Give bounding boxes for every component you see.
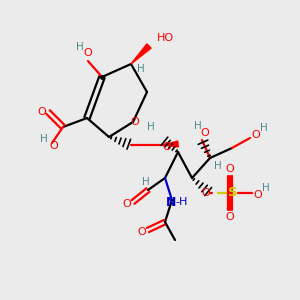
Text: O: O: [130, 117, 140, 127]
Text: H: H: [194, 121, 202, 131]
Text: H: H: [147, 122, 155, 132]
Text: O: O: [202, 188, 210, 198]
Text: H: H: [262, 183, 270, 193]
Polygon shape: [163, 141, 178, 147]
Text: O: O: [38, 107, 46, 117]
Text: H: H: [214, 161, 222, 171]
Text: H: H: [76, 42, 84, 52]
Text: H: H: [260, 123, 268, 133]
Text: S: S: [228, 187, 238, 200]
Text: H: H: [40, 134, 48, 144]
Text: H: H: [137, 64, 145, 74]
Text: O: O: [201, 128, 209, 138]
Polygon shape: [131, 44, 151, 64]
Text: O: O: [123, 199, 131, 209]
Text: N: N: [166, 196, 176, 208]
Text: O: O: [252, 130, 260, 140]
Text: H: H: [142, 177, 150, 187]
Text: O: O: [226, 164, 234, 174]
Text: HO: HO: [157, 33, 174, 43]
Text: O: O: [50, 141, 58, 151]
Text: -H: -H: [176, 197, 188, 207]
Text: O: O: [138, 227, 146, 237]
Text: O: O: [163, 142, 171, 152]
Text: O: O: [226, 212, 234, 222]
Text: O: O: [84, 48, 92, 58]
Text: O: O: [254, 190, 262, 200]
